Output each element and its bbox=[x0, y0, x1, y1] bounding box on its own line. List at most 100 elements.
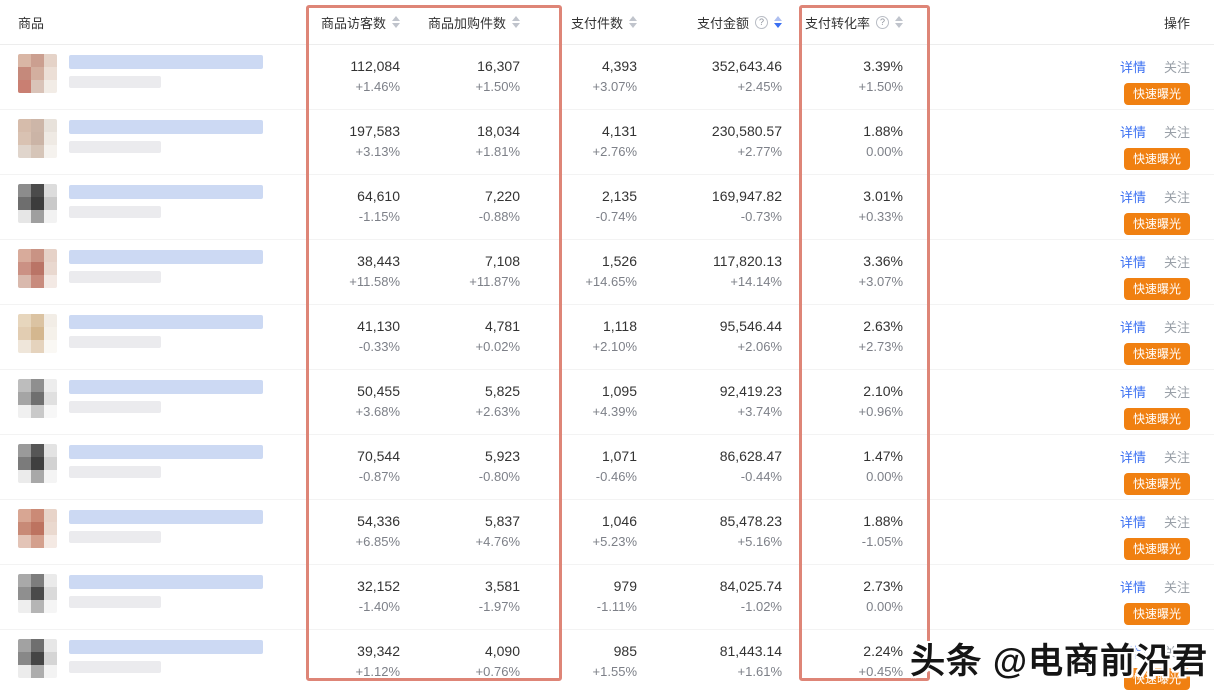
column-label: 支付金额 bbox=[696, 15, 749, 31]
paid-amount-change: +14.14% bbox=[730, 274, 782, 289]
column-header-conversion-rate[interactable]: 支付转化率 ? bbox=[792, 0, 913, 45]
follow-link[interactable]: 关注 bbox=[1163, 645, 1190, 660]
cart-change: -0.88% bbox=[478, 209, 520, 224]
cart-change: +11.87% bbox=[469, 274, 520, 289]
visitors-cell: 112,084 +1.46% bbox=[310, 45, 410, 110]
follow-link[interactable]: 关注 bbox=[1163, 515, 1190, 530]
follow-link[interactable]: 关注 bbox=[1163, 125, 1190, 140]
paid-amount-change: +1.61% bbox=[737, 664, 782, 679]
detail-link[interactable]: 详情 bbox=[1119, 450, 1146, 465]
column-header-paid-items[interactable]: 支付件数 bbox=[530, 0, 647, 45]
detail-link[interactable]: 详情 bbox=[1119, 580, 1146, 595]
visitors-change: +3.13% bbox=[355, 144, 400, 159]
detail-link[interactable]: 详情 bbox=[1119, 190, 1146, 205]
table-row: 64,610 -1.15% 7,220 -0.88% 2,135 -0.74% … bbox=[0, 174, 1214, 240]
conversion-cell: 2.63% +2.73% bbox=[792, 304, 913, 370]
cart-change: -0.80% bbox=[478, 469, 520, 484]
quick-exposure-button[interactable]: 快速曝光 bbox=[1123, 538, 1190, 560]
follow-link[interactable]: 关注 bbox=[1163, 385, 1190, 400]
product-link[interactable] bbox=[18, 509, 310, 548]
cart-value: 5,825 bbox=[484, 383, 520, 399]
product-thumbnail-blurred bbox=[18, 249, 57, 288]
product-link[interactable] bbox=[18, 184, 310, 223]
detail-link[interactable]: 详情 bbox=[1119, 255, 1146, 270]
paid-amount-change: +2.77% bbox=[737, 144, 782, 159]
cart-cell: 7,220 -0.88% bbox=[410, 174, 530, 240]
visitors-cell: 54,336 +6.85% bbox=[310, 499, 410, 565]
product-link[interactable] bbox=[18, 314, 310, 353]
thumbnail-pixel bbox=[31, 80, 44, 93]
visitors-value: 70,544 bbox=[357, 448, 400, 464]
help-icon[interactable]: ? bbox=[876, 15, 889, 29]
column-header-cart[interactable]: 商品加购件数 bbox=[410, 0, 530, 45]
table-row: 39,342 +1.12% 4,090 +0.76% 985 +1.55% 81… bbox=[0, 629, 1214, 695]
conversion-change: 0.00% bbox=[866, 599, 903, 614]
column-header-visitors[interactable]: 商品访客数 bbox=[310, 0, 410, 45]
thumbnail-pixel bbox=[31, 275, 44, 288]
thumbnail-pixel bbox=[18, 600, 31, 613]
detail-link[interactable]: 详情 bbox=[1119, 385, 1146, 400]
column-header-paid-amount[interactable]: 支付金额 ? bbox=[647, 0, 792, 45]
paid-items-change: -0.74% bbox=[595, 209, 637, 224]
follow-link[interactable]: 关注 bbox=[1163, 450, 1190, 465]
paid-amount-value: 352,643.46 bbox=[711, 58, 782, 74]
detail-link[interactable]: 详情 bbox=[1119, 60, 1146, 75]
help-icon[interactable]: ? bbox=[755, 15, 768, 29]
paid-amount-cell: 86,628.47 -0.44% bbox=[647, 434, 792, 500]
conversion-change: +2.73% bbox=[858, 339, 903, 354]
thumbnail-pixel bbox=[44, 197, 57, 210]
sort-icon bbox=[629, 16, 637, 28]
column-label: 商品访客数 bbox=[320, 15, 386, 31]
quick-exposure-button[interactable]: 快速曝光 bbox=[1123, 473, 1190, 495]
visitors-value: 32,152 bbox=[357, 578, 400, 594]
follow-link[interactable]: 关注 bbox=[1163, 580, 1190, 595]
detail-link[interactable]: 详情 bbox=[1119, 515, 1146, 530]
column-label: 支付转化率 bbox=[804, 15, 870, 31]
visitors-change: +1.12% bbox=[355, 664, 400, 679]
table-row: 32,152 -1.40% 3,581 -1.97% 979 -1.11% 84… bbox=[0, 564, 1214, 630]
quick-exposure-button[interactable]: 快速曝光 bbox=[1123, 408, 1190, 430]
cart-cell: 5,923 -0.80% bbox=[410, 434, 530, 500]
quick-exposure-button[interactable]: 快速曝光 bbox=[1123, 148, 1190, 170]
follow-link[interactable]: 关注 bbox=[1163, 60, 1190, 75]
product-link[interactable] bbox=[18, 574, 310, 613]
thumbnail-pixel bbox=[18, 665, 31, 678]
cart-cell: 7,108 +11.87% bbox=[410, 239, 530, 305]
follow-link[interactable]: 关注 bbox=[1163, 320, 1190, 335]
visitors-change: -0.33% bbox=[358, 339, 400, 354]
thumbnail-pixel bbox=[44, 522, 57, 535]
thumbnail-pixel bbox=[44, 405, 57, 418]
quick-exposure-button[interactable]: 快速曝光 bbox=[1123, 278, 1190, 300]
thumbnail-pixel bbox=[18, 379, 31, 392]
quick-exposure-button[interactable]: 快速曝光 bbox=[1123, 83, 1190, 105]
follow-link[interactable]: 关注 bbox=[1163, 255, 1190, 270]
detail-link[interactable]: 详情 bbox=[1119, 645, 1146, 660]
paid-amount-change: +3.74% bbox=[737, 404, 782, 419]
quick-exposure-button[interactable]: 快速曝光 bbox=[1123, 343, 1190, 365]
product-link[interactable] bbox=[18, 119, 310, 158]
product-link[interactable] bbox=[18, 54, 310, 93]
thumbnail-pixel bbox=[18, 210, 31, 223]
detail-link[interactable]: 详情 bbox=[1119, 320, 1146, 335]
thumbnail-pixel bbox=[31, 379, 44, 392]
paid-items-value: 1,071 bbox=[601, 448, 637, 464]
conversion-cell: 2.73% 0.00% bbox=[792, 564, 913, 630]
quick-exposure-button[interactable]: 快速曝光 bbox=[1123, 668, 1190, 690]
paid-amount-value: 92,419.23 bbox=[719, 383, 782, 399]
conversion-cell: 2.10% +0.96% bbox=[792, 369, 913, 435]
thumbnail-pixel bbox=[44, 509, 57, 522]
quick-exposure-button[interactable]: 快速曝光 bbox=[1123, 213, 1190, 235]
product-cell bbox=[0, 434, 310, 500]
product-link[interactable] bbox=[18, 379, 310, 418]
product-link[interactable] bbox=[18, 444, 310, 483]
paid-items-cell: 1,046 +5.23% bbox=[530, 499, 647, 565]
product-link[interactable] bbox=[18, 249, 310, 288]
follow-link[interactable]: 关注 bbox=[1163, 190, 1190, 205]
thumbnail-pixel bbox=[18, 249, 31, 262]
product-link[interactable] bbox=[18, 639, 310, 678]
thumbnail-pixel bbox=[44, 210, 57, 223]
thumbnail-pixel bbox=[44, 249, 57, 262]
paid-items-cell: 1,118 +2.10% bbox=[530, 304, 647, 370]
quick-exposure-button[interactable]: 快速曝光 bbox=[1123, 603, 1190, 625]
detail-link[interactable]: 详情 bbox=[1119, 125, 1146, 140]
